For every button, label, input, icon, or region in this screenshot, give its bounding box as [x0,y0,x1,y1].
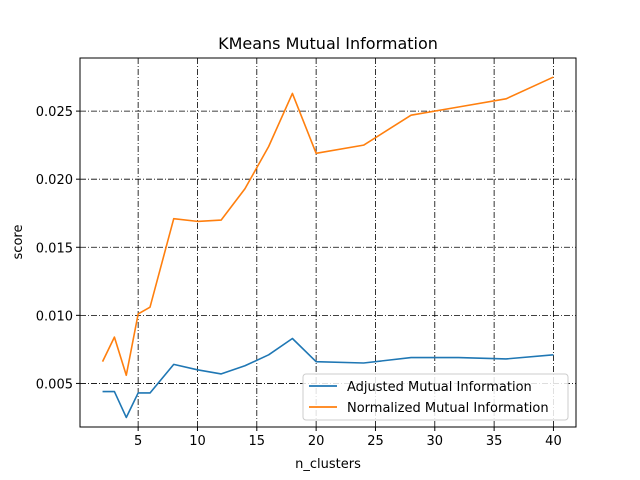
x-axis: 5 10 15 20 25 30 35 40 [134,427,562,449]
legend: Adjusted Mutual Information Normalized Mu… [302,373,569,421]
chart-title: KMeans Mutual Information [218,34,438,53]
y-tick-label: 0.010 [36,309,73,324]
plot-frame [79,57,577,428]
x-tick-label: 40 [545,434,562,449]
x-tick-label: 10 [189,434,206,449]
y-tick-label: 0.025 [36,105,73,120]
series-line-2 [101,76,554,377]
y-tick-label: 0.020 [36,173,73,188]
legend-label: Adjusted Mutual Information [347,380,532,395]
x-tick-label: 20 [308,434,325,449]
x-axis-label: n_clusters [295,457,361,472]
y-axis-label: score [11,225,26,260]
series-lines [101,76,554,419]
y-axis: 0.005 0.010 0.015 0.020 0.025 [36,105,80,392]
x-tick-label: 25 [367,434,384,449]
x-tick-label: 5 [134,434,142,449]
x-tick-label: 30 [427,434,444,449]
y-tick-label: 0.005 [36,377,73,392]
legend-box [302,373,569,421]
x-tick-label: 35 [486,434,503,449]
y-tick-label: 0.015 [36,241,73,256]
series-line-1 [102,337,554,419]
legend-label: Normalized Mutual Information [347,401,549,416]
plot-area [80,58,576,427]
x-tick-label: 15 [249,434,266,449]
